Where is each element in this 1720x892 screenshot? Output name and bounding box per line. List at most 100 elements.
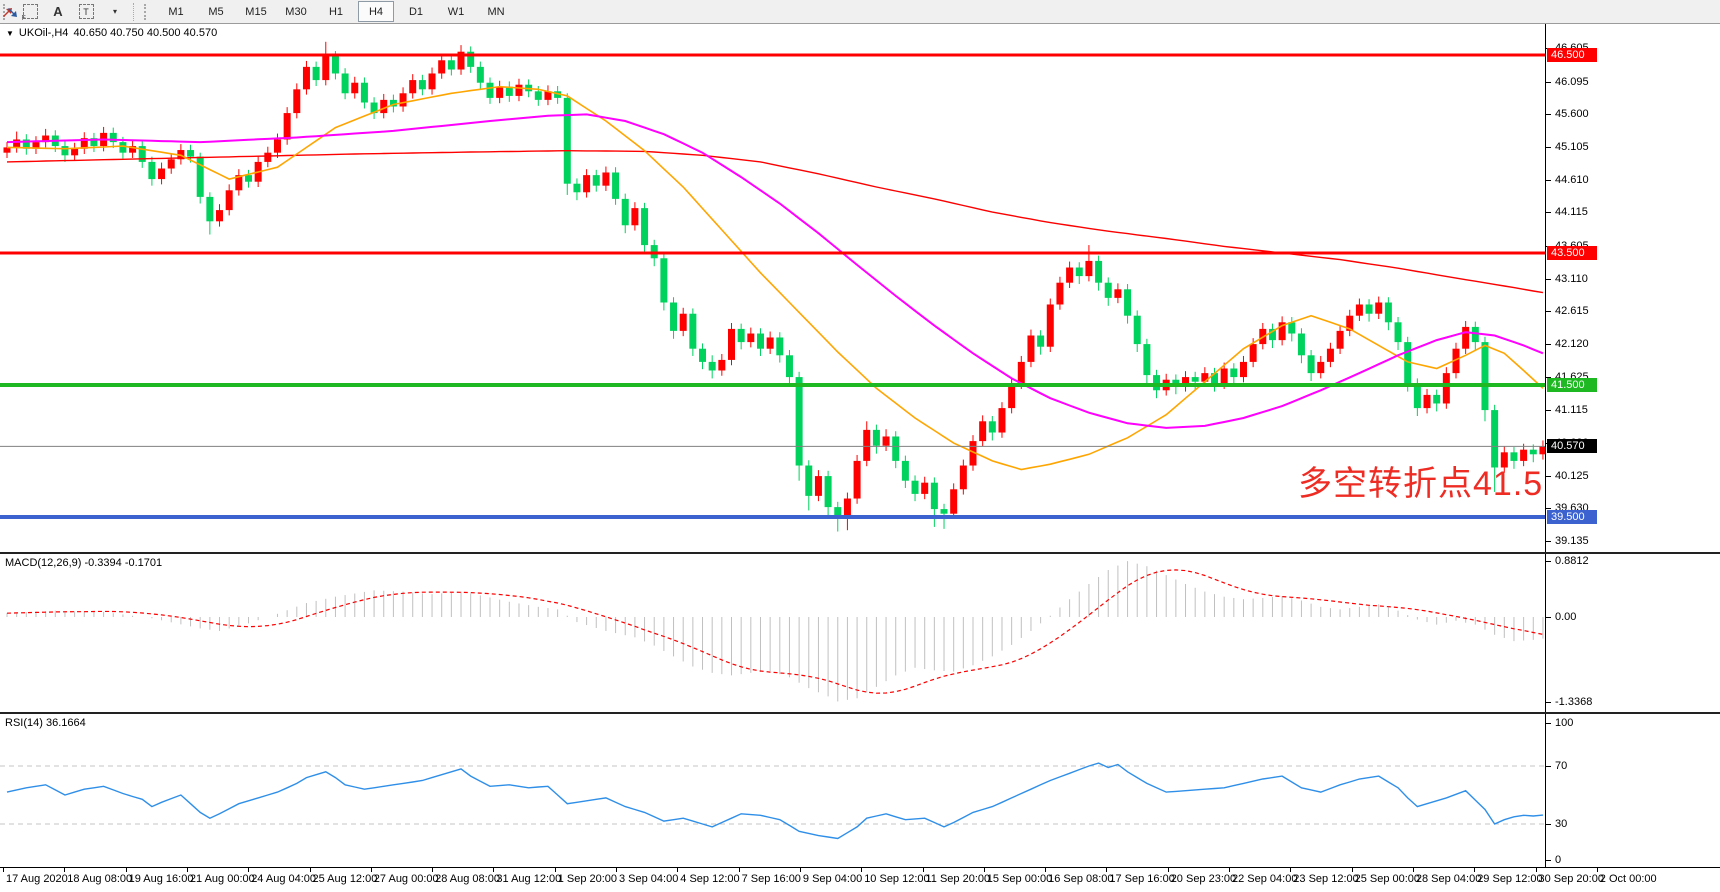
price-axis-tick [1546,278,1551,280]
rsi-axis-tick [1546,722,1551,724]
price-axis[interactable]: 46.60546.09545.60045.10544.61044.11543.6… [1545,24,1720,867]
timeframe-button-m30[interactable]: M30 [285,5,307,18]
price-axis-tick [1546,475,1551,477]
toolbar-separator [133,2,135,21]
timeframe-button-mn[interactable]: MN [487,5,505,18]
toolbar-grip-handle[interactable] [3,3,12,20]
time-axis-tick [1229,868,1230,872]
time-axis-tick [1474,868,1476,872]
text-tool-button[interactable]: A [45,1,71,22]
rsi-axis-tick [1546,766,1551,767]
price-axis-tick [1546,212,1551,214]
price-axis-label: 45.600 [1555,108,1589,121]
dashed-box-f-icon: F [21,4,38,22]
price-chart-canvas[interactable] [0,24,1546,553]
time-axis-tick [1167,868,1169,872]
time-axis-tick [738,868,740,872]
time-axis[interactable]: 17 Aug 2020 18 Aug 08:00 19 Aug 16:00 21 Au… [0,867,1720,892]
time-axis-label: 18 Aug 08:00 [67,873,133,885]
timeframe-button-group: M1 M5 M15 M30 H1 H4 D1 W1 MN [158,1,514,22]
text-label-icon: T [78,4,94,19]
timeframe-button-d1[interactable]: D1 [408,5,424,18]
price-axis-label: 43.110 [1555,272,1588,285]
time-axis-tick [493,868,495,872]
symbol-dropdown-icon[interactable]: ▼ [6,28,14,38]
f-subscript-label: F [21,15,26,22]
timeframe-button-h1[interactable]: H1 [328,5,344,18]
time-axis-tick [1535,868,1537,872]
time-axis-label: 25 Aug 12:00 [312,873,378,885]
time-axis-label: 28 Sep 04:00 [1415,873,1482,885]
price-axis-tick [1546,147,1551,149]
time-axis-label: 9 Sep 04:00 [802,873,863,885]
arrows-shapes-button[interactable]: ▾ [3,1,127,22]
price-axis-label: 44.115 [1555,206,1588,219]
time-axis-tick [64,868,66,872]
rsi-axis-tick [1546,860,1551,861]
rsi-indicator-label: RSI(14) 36.1664 [5,717,86,729]
price-axis-tick [1546,508,1551,510]
time-axis-label: 29 Sep 12:00 [1477,873,1543,885]
arrows-shapes-icon [3,7,17,17]
panel-separator[interactable] [0,552,1720,554]
time-axis-label: 25 Sep 00:00 [1354,873,1421,885]
symbol-period-label: UKOil-,H4 [18,27,69,39]
price-axis-tick [1546,81,1551,83]
time-axis-tick [922,868,924,872]
time-axis-tick [432,868,434,872]
moving-average-line [6,85,1544,471]
rsi-axis-label: 30 [1555,818,1568,830]
macd-axis-label: 0.8812 [1555,555,1589,568]
time-axis-tick [3,868,4,872]
price-axis-label: 41.115 [1555,404,1588,417]
timeframe-button-m1[interactable]: M1 [168,5,184,18]
time-axis-label: 10 Sep 12:00 [864,873,930,885]
candlestick-series [3,41,1546,532]
time-axis-tick [677,868,679,872]
time-axis-label: 23 Sep 12:00 [1293,873,1359,885]
rsi-line [6,762,1544,840]
rsi-axis-label: 70 [1555,760,1568,772]
time-axis-label: 15 Sep 00:00 [986,873,1053,885]
time-axis-tick [799,868,801,872]
macd-axis-tick [1546,561,1551,563]
timeframe-button-h4[interactable]: H4 [358,1,394,22]
time-axis-tick [1106,868,1108,872]
text-label-tool-button[interactable]: T [73,1,99,22]
time-axis-label: 19 Aug 16:00 [128,873,194,885]
price-axis-tick [1546,344,1551,346]
timeframe-button-m5[interactable]: M5 [208,5,224,18]
time-axis-label: 11 Sep 20:00 [925,873,991,885]
timeframe-button-w1[interactable]: W1 [447,5,465,18]
chart-toolbar: F A T ▾ M1 M5 M15 M30 H1 H4 D1 W1 MN [0,0,1720,24]
macd-panel-canvas[interactable] [0,553,1546,712]
macd-axis-tick [1546,701,1551,703]
rsi-panel-canvas[interactable] [0,713,1546,867]
level-price-badge: 46.500 [1547,48,1597,62]
macd-indicator-label: MACD(12,26,9) -0.3394 -0.1701 [5,557,163,569]
indicator-tool-button[interactable]: F [17,1,43,22]
time-axis-label: 2 Oct 00:00 [1599,873,1657,885]
time-axis-label: 30 Sep 20:00 [1538,873,1604,885]
price-axis-tick [1546,179,1551,181]
panel-separator[interactable] [0,712,1720,714]
price-axis-label: 40.125 [1555,469,1589,482]
time-axis-tick [1351,868,1353,872]
price-axis-label: 44.610 [1555,173,1589,186]
time-axis-label: 4 Sep 12:00 [680,873,740,885]
timeframe-button-m15[interactable]: M15 [245,5,267,18]
price-axis-tick [1546,311,1551,313]
ohlc-values-label: 40.650 40.750 40.500 40.570 [73,27,218,39]
price-axis-tick [1546,410,1551,412]
time-axis-tick [616,868,617,872]
toolbar-grip-handle[interactable] [144,3,153,20]
time-axis-label: 21 Aug 00:00 [189,873,255,885]
time-axis-tick [125,868,127,872]
price-axis-tick [1546,541,1551,543]
time-axis-label: 22 Sep 04:00 [1232,873,1298,885]
letter-a-icon: A [53,4,63,19]
price-axis-tick [1546,114,1551,116]
moving-average-line [6,149,1544,294]
level-price-badge: 43.500 [1547,246,1597,260]
